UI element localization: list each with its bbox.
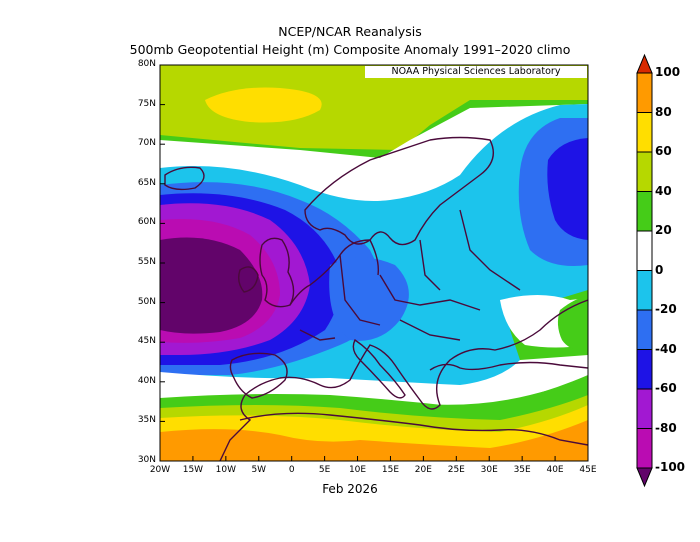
lon-label: 40E [546, 465, 564, 475]
lat-label: 70N [137, 138, 156, 149]
lon-label: 10W [215, 465, 237, 475]
colorbar-segment [636, 191, 653, 232]
colorbar-label: -60 [655, 381, 677, 395]
lat-label: 30N [137, 455, 156, 465]
colorbar-top-arrow [636, 53, 653, 74]
lon-label: 15E [381, 465, 400, 475]
lon-label: 0 [288, 465, 295, 475]
anomaly-south-near0 [160, 355, 588, 405]
colorbar-label: 100 [655, 65, 681, 79]
chart-subtitle: 500mb Geopotential Height (m) Composite … [129, 42, 571, 57]
lat-label: 55N [137, 257, 156, 267]
anomaly-east-0-20 [557, 296, 588, 351]
lat-label: 60N [137, 217, 156, 228]
lat-label: 80N [137, 59, 156, 69]
colorbar-label: 80 [655, 104, 672, 119]
colorbar-label: 0 [655, 262, 664, 277]
lat-label: 35N [137, 415, 156, 426]
colorbar-segment [636, 309, 653, 350]
lat-label: 50N [137, 296, 156, 307]
colorbar-label: -20 [655, 302, 677, 316]
anomaly-east-m60-m40 [547, 138, 588, 240]
lon-label: 20W [149, 465, 171, 475]
lon-label: 5E [318, 465, 331, 475]
lon-label: 10E [348, 465, 367, 475]
lon-label: 45E [579, 465, 597, 475]
colorbar-segment [636, 349, 653, 390]
lat-label: 75N [137, 98, 156, 109]
lat-label: 65N [137, 177, 156, 188]
colorbar-segment [636, 388, 653, 429]
colorbar-segment [636, 151, 653, 192]
lon-label: 5W [251, 465, 267, 475]
lon-label: 35E [513, 465, 531, 475]
anomaly-south-60-80 [160, 420, 588, 461]
colorbar-label: -80 [655, 420, 677, 435]
credit-label: NOAA Physical Sciences Laboratory [365, 66, 587, 78]
colorbar-label: 40 [655, 183, 672, 198]
anomaly-core-lt-m100 [160, 237, 263, 334]
colorbar-segment [636, 72, 653, 113]
colorbar-label: 60 [655, 144, 672, 158]
colorbar-segment [636, 230, 653, 271]
lat-label: 40N [137, 375, 156, 386]
colorbar-segment [636, 270, 653, 311]
anomaly-north-20-40 [160, 65, 588, 150]
colorbar-label: -40 [655, 341, 677, 356]
colorbar-segment [636, 112, 653, 153]
lon-label: 30E [480, 465, 498, 475]
colorbar-segment [636, 428, 653, 469]
anomaly-central-m40-m20 [329, 257, 409, 341]
chart-title: NCEP/NCAR Reanalysis [278, 24, 422, 39]
lon-label: 15W [182, 465, 204, 475]
lon-label: 25E [447, 465, 465, 475]
anomaly-sw-60-80 [170, 435, 233, 461]
colorbar-label: -100 [655, 460, 686, 474]
colorbar-bottom-arrow [636, 467, 653, 488]
anomaly-north-40-60 [205, 87, 322, 123]
lat-label: 45N [137, 336, 156, 347]
lon-label: 20E [414, 465, 432, 475]
coastlines [164, 136, 588, 461]
colorbar-label: 20 [655, 223, 672, 237]
date-label: Feb 2026 [322, 482, 378, 496]
